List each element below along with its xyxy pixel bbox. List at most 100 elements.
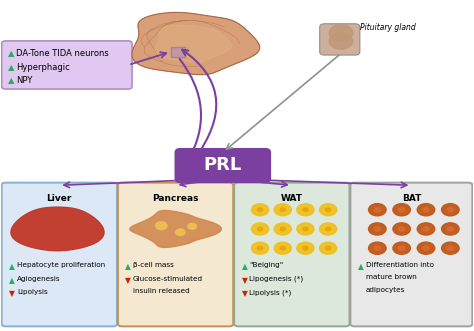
Circle shape — [274, 204, 292, 216]
Circle shape — [319, 223, 337, 235]
Text: Lipolysis (*): Lipolysis (*) — [249, 289, 292, 296]
Circle shape — [442, 223, 459, 235]
Text: Pituitary gland: Pituitary gland — [360, 23, 416, 31]
Text: Agiogenesis: Agiogenesis — [17, 276, 60, 282]
Circle shape — [319, 242, 337, 254]
Text: Hyperphagic: Hyperphagic — [16, 63, 70, 71]
Circle shape — [393, 204, 410, 216]
Circle shape — [369, 204, 386, 216]
Text: PRL: PRL — [204, 157, 242, 174]
Circle shape — [257, 227, 263, 231]
Circle shape — [442, 204, 459, 216]
FancyArrowPatch shape — [227, 55, 339, 149]
Circle shape — [423, 246, 429, 250]
Circle shape — [297, 204, 314, 216]
Text: ▲: ▲ — [8, 49, 15, 59]
Circle shape — [156, 222, 167, 230]
Circle shape — [374, 246, 381, 250]
Circle shape — [329, 33, 353, 49]
Circle shape — [280, 227, 285, 231]
Text: ▲: ▲ — [8, 63, 15, 71]
FancyBboxPatch shape — [234, 183, 349, 326]
Text: ▼: ▼ — [9, 289, 15, 299]
Circle shape — [303, 227, 308, 231]
Text: ▲: ▲ — [8, 76, 15, 85]
FancyBboxPatch shape — [171, 47, 185, 57]
Circle shape — [326, 246, 331, 250]
Circle shape — [423, 227, 429, 231]
Text: ▲: ▲ — [9, 276, 15, 285]
Circle shape — [417, 204, 435, 216]
Circle shape — [280, 246, 285, 250]
Circle shape — [303, 208, 308, 212]
FancyBboxPatch shape — [1, 41, 132, 89]
Polygon shape — [130, 211, 221, 248]
Circle shape — [369, 223, 386, 235]
Circle shape — [369, 242, 386, 254]
Circle shape — [251, 242, 269, 254]
Circle shape — [188, 223, 196, 229]
Circle shape — [399, 227, 405, 231]
Text: Glucose-stimulated: Glucose-stimulated — [133, 276, 203, 282]
Circle shape — [423, 208, 429, 212]
Circle shape — [374, 227, 381, 231]
Circle shape — [447, 246, 454, 250]
Text: ▲: ▲ — [242, 262, 247, 271]
Text: Pancreas: Pancreas — [152, 194, 199, 203]
Circle shape — [251, 223, 269, 235]
Text: ▼: ▼ — [242, 276, 247, 285]
FancyBboxPatch shape — [1, 183, 117, 326]
Text: ▲: ▲ — [126, 262, 131, 271]
Polygon shape — [132, 13, 260, 74]
Text: insulin released: insulin released — [133, 288, 190, 294]
Text: Differentiation into: Differentiation into — [365, 262, 434, 268]
Circle shape — [251, 204, 269, 216]
Circle shape — [393, 242, 410, 254]
Text: NPY: NPY — [16, 76, 32, 85]
Circle shape — [319, 204, 337, 216]
Text: WAT: WAT — [281, 194, 303, 203]
Circle shape — [297, 242, 314, 254]
FancyBboxPatch shape — [319, 24, 360, 55]
Text: adipocytes: adipocytes — [365, 287, 405, 293]
Polygon shape — [155, 25, 232, 62]
Text: Lipogenesis (*): Lipogenesis (*) — [249, 276, 303, 282]
Circle shape — [326, 227, 331, 231]
Text: β-cell mass: β-cell mass — [133, 262, 174, 268]
Circle shape — [326, 208, 331, 212]
Polygon shape — [11, 207, 104, 251]
FancyBboxPatch shape — [350, 183, 473, 326]
Circle shape — [274, 242, 292, 254]
Text: "Beiging": "Beiging" — [249, 262, 283, 268]
Circle shape — [447, 227, 454, 231]
Text: mature brown: mature brown — [365, 274, 416, 280]
Text: Lipolysis: Lipolysis — [17, 289, 47, 296]
Text: ▲: ▲ — [358, 262, 364, 271]
Text: Hepatocyte proliferation: Hepatocyte proliferation — [17, 262, 105, 268]
Circle shape — [399, 208, 405, 212]
Text: BAT: BAT — [401, 194, 421, 203]
Text: ▼: ▼ — [242, 289, 247, 299]
Circle shape — [303, 246, 308, 250]
Text: ▲: ▲ — [9, 262, 15, 271]
FancyBboxPatch shape — [118, 183, 233, 326]
Circle shape — [257, 246, 263, 250]
Circle shape — [280, 208, 285, 212]
Polygon shape — [12, 208, 103, 250]
Text: DA-Tone TIDA neurons: DA-Tone TIDA neurons — [16, 49, 109, 59]
Circle shape — [175, 229, 185, 236]
Circle shape — [274, 223, 292, 235]
Circle shape — [297, 223, 314, 235]
Circle shape — [374, 208, 381, 212]
Circle shape — [447, 208, 454, 212]
FancyBboxPatch shape — [175, 149, 270, 182]
Circle shape — [417, 223, 435, 235]
Circle shape — [442, 242, 459, 254]
Circle shape — [257, 208, 263, 212]
Circle shape — [329, 25, 353, 41]
Circle shape — [417, 242, 435, 254]
Text: ▼: ▼ — [126, 276, 131, 285]
Circle shape — [399, 246, 405, 250]
Text: Liver: Liver — [46, 194, 72, 203]
Circle shape — [393, 223, 410, 235]
